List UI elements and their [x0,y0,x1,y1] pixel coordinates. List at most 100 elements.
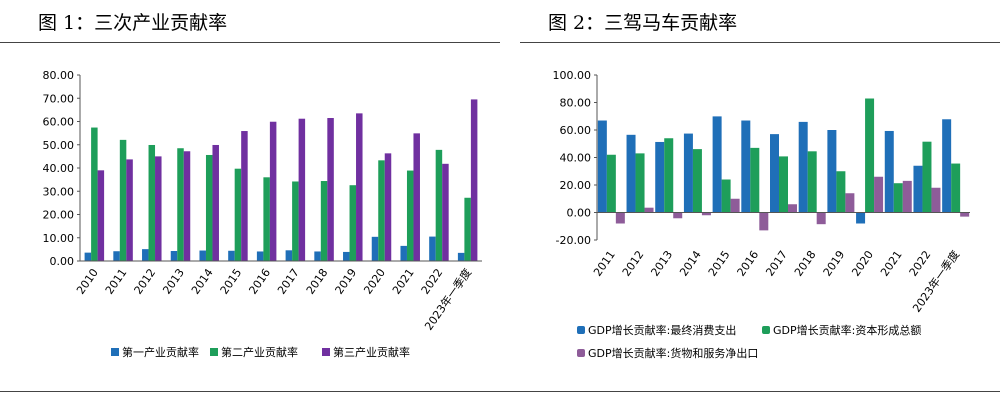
bar [615,212,625,224]
legend-label: 第一产业贡献率 [122,345,199,359]
x-tick-label: 2020 [849,248,876,278]
bar [406,170,414,261]
legend-label: GDP增长贡献率:资本形成总额 [773,323,921,337]
legend-swatch [577,349,585,357]
x-tick-label: 2022 [419,266,446,296]
bar [893,183,903,213]
x-tick-label: 2011 [591,248,618,278]
x-tick-label: 2019 [333,266,360,296]
x-tick-label: 2013 [160,266,187,296]
y-tick-label: 30.00 [43,185,75,198]
bar [343,251,350,261]
bar [597,120,607,213]
y-tick-label: 40.00 [560,152,592,165]
y-tick-label: 40.00 [43,162,75,175]
y-tick-label: 50.00 [43,139,75,152]
x-tick-label: 2017 [275,266,302,296]
bar [741,120,751,213]
x-tick-label: 2019 [821,248,848,278]
bar [770,134,779,213]
bar [314,251,321,261]
x-tick-label: 2017 [763,248,790,278]
industry-contribution-chart: 80.00 70.00 60.00 50.00 40.00 30.00 20.00 10.00… [43,69,482,359]
bar [241,131,248,261]
legend-swatch [577,326,585,334]
bar [865,98,875,213]
bar [384,153,392,261]
x-tick-label: 2012 [132,266,159,296]
bar [470,99,478,261]
bar [378,160,385,261]
bar [960,212,970,217]
bar [635,153,645,213]
legend-swatch [210,348,218,356]
x-tick-label: 2020 [361,266,388,296]
bar [413,133,420,261]
y-tick-label: 100.00 [553,69,592,82]
bar [673,212,683,219]
bar [356,113,363,261]
legend-swatch [322,348,330,356]
bar [807,151,817,213]
bar [327,118,334,261]
bar [148,144,156,261]
bar [712,116,722,213]
x-tick-label: 2018 [304,266,331,296]
y-tick-label: 0.00 [50,255,75,268]
bar [942,119,952,213]
x-tick-label: 2015 [218,266,245,296]
header-rule-right [520,42,1000,43]
x-tick-label: 2016 [246,266,273,296]
bar [199,250,206,261]
bar [263,177,270,261]
y-tick-label: -20.00 [556,234,591,247]
bar [142,249,149,261]
bar [816,212,826,225]
x-tick-label: 2015 [706,248,733,278]
bar [931,187,941,213]
bar [464,197,471,261]
x-tick-label: 2014 [189,266,216,296]
bar [97,170,105,261]
y-tick-label: 60.00 [43,116,75,129]
y-tick-label: 80.00 [560,97,592,110]
legend-label: GDP增长贡献率:货物和服务净出口 [588,346,758,360]
bar [269,121,277,261]
bar [320,181,328,261]
x-tick-label: 2018 [792,248,819,278]
bar [371,236,379,261]
bar [212,144,219,261]
bar [692,149,702,213]
bar [285,250,293,261]
chart-2-title: 图 2：三驾马车贡献率 [548,12,738,34]
bar [874,176,884,213]
bar [683,133,693,213]
bar [170,251,178,261]
header-rule-left [0,42,500,43]
bar [435,149,443,261]
bar [779,156,788,213]
bar [429,236,436,261]
x-tick-label: 2011 [103,266,130,296]
bar [256,251,264,261]
legend-label: 第二产业贡献率 [221,345,298,359]
y-tick-label: 20.00 [560,179,592,192]
bar [913,165,923,213]
x-tick-label: 2014 [677,248,704,278]
bar [457,252,465,261]
bar [205,154,213,261]
bar [155,156,162,261]
bar [228,250,235,261]
bar [298,118,306,262]
bar [836,171,846,213]
bar [113,251,120,261]
footer-rule [0,391,1000,392]
bar [884,130,894,213]
legend-swatch [111,348,119,356]
x-tick-label: 2010 [74,266,101,296]
bar [644,207,654,213]
bar [234,168,242,261]
legend-label: 第三产业贡献率 [333,345,410,359]
bar [759,212,769,231]
bar [400,245,407,261]
